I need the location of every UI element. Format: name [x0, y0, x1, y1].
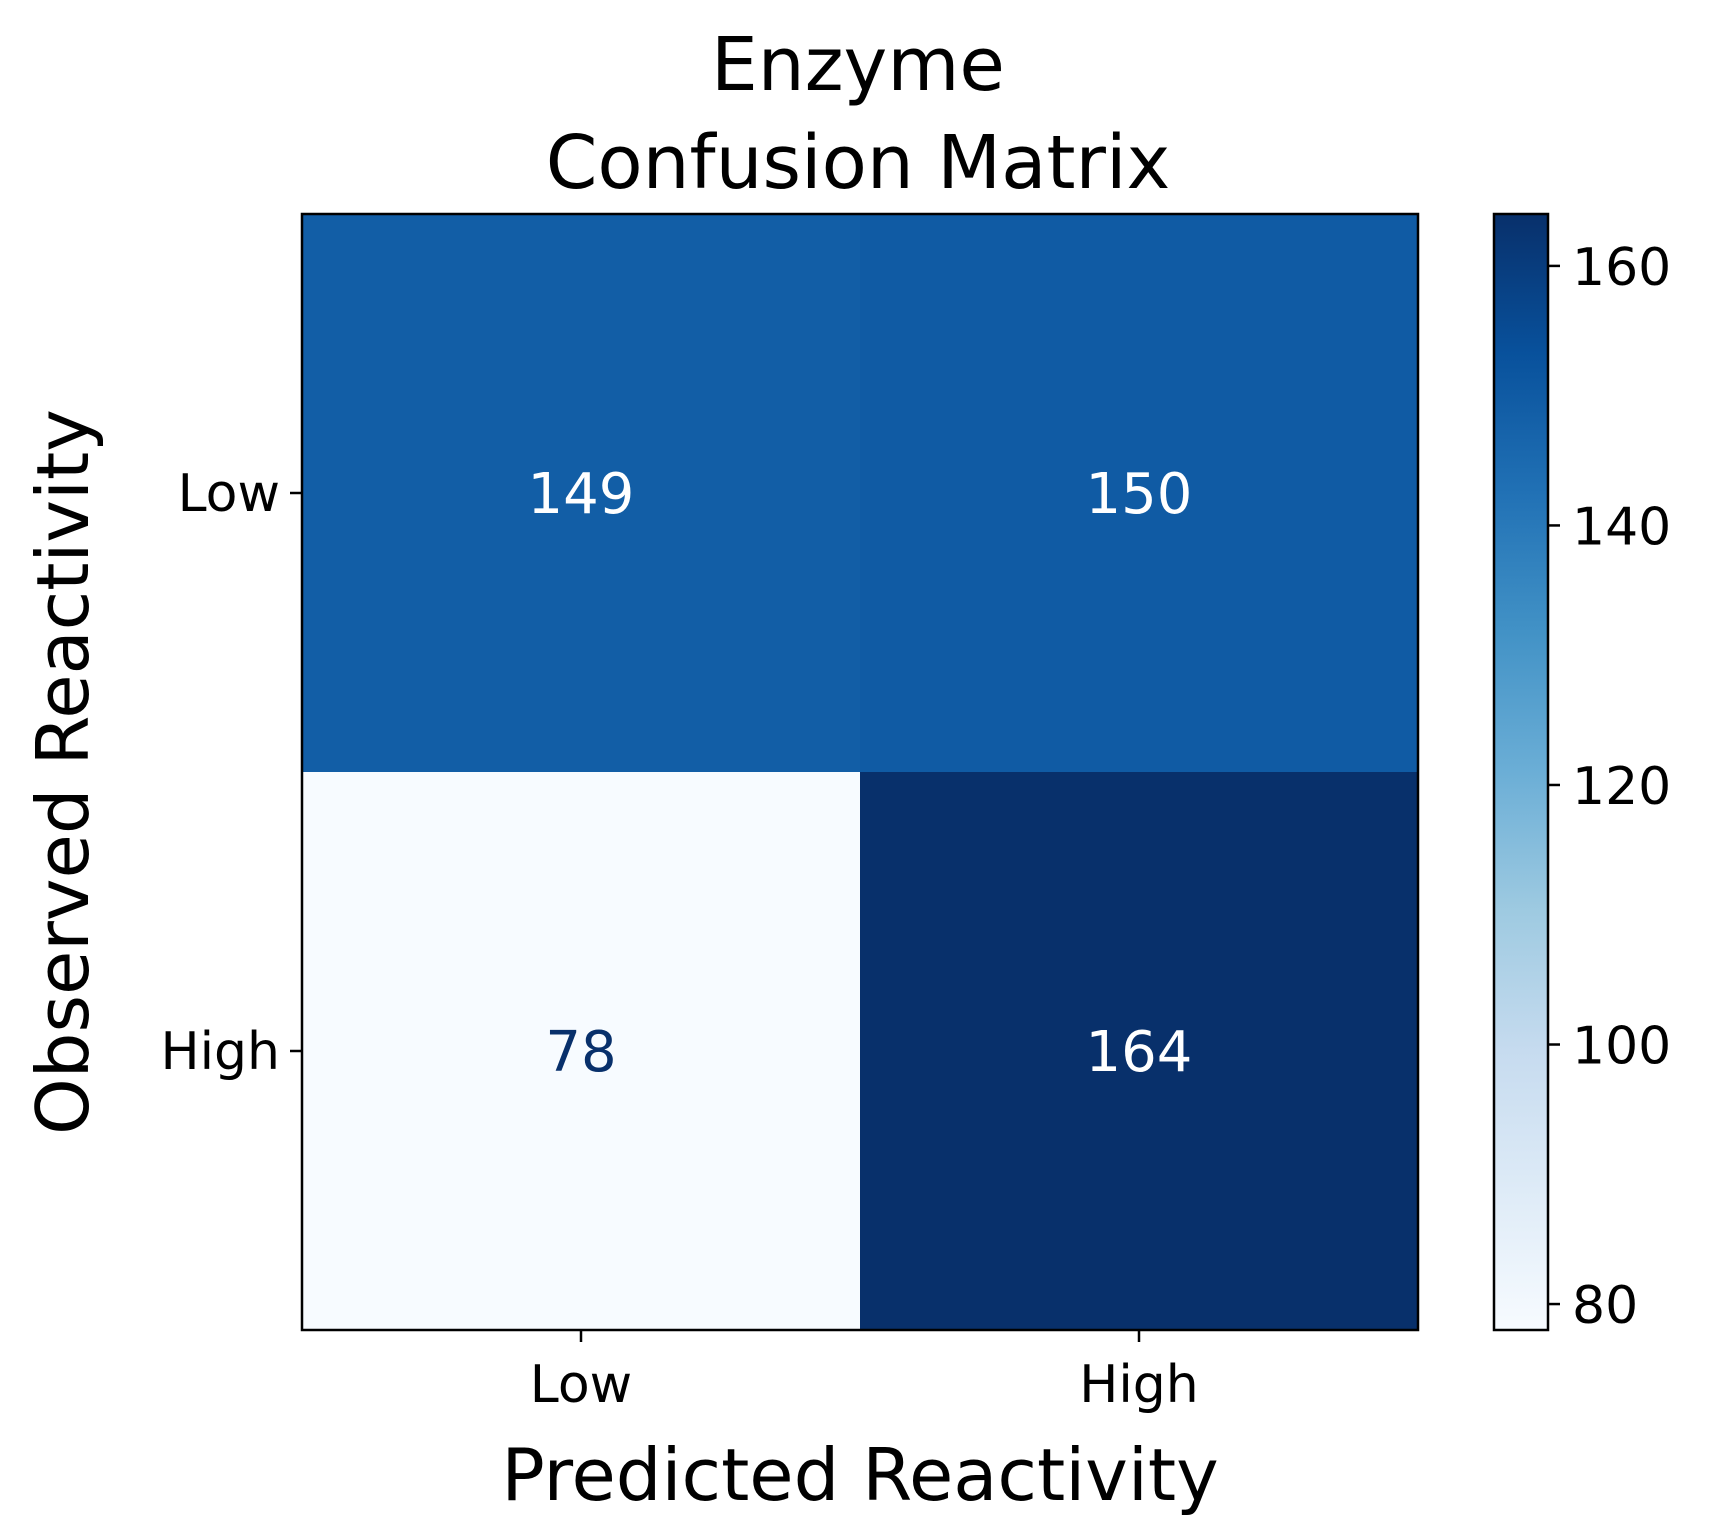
cell-value-label: 149 — [528, 462, 635, 527]
y-tick-label: High — [160, 1022, 280, 1082]
y-axis-label: Observed Reactivity — [21, 409, 105, 1135]
matrix-cell — [302, 214, 860, 772]
x-ticks: Low High — [530, 1330, 1199, 1415]
plot-frame — [300, 212, 1420, 1332]
colorbar — [1492, 212, 1550, 1332]
x-axis-label: Predicted Reactivity — [501, 1433, 1218, 1517]
matrix-cell — [860, 772, 1418, 1330]
cell-value-label: 164 — [1086, 1020, 1193, 1085]
y-ticks: Low High — [160, 464, 302, 1082]
colorbar-ticks: 80 100 120 140 160 — [1548, 238, 1671, 1336]
chart-title-line-1: Enzyme — [711, 22, 1005, 108]
colorbar-tick-label: 160 — [1572, 238, 1671, 298]
colorbar-tick-label: 80 — [1572, 1276, 1638, 1336]
colorbar-tick-label: 120 — [1572, 757, 1671, 817]
x-tick-label: Low — [530, 1355, 632, 1415]
x-tick-label: High — [1079, 1355, 1199, 1415]
matrix-cell — [860, 214, 1418, 772]
colorbar-tick-label: 140 — [1572, 497, 1671, 557]
colorbar-tick-label: 100 — [1572, 1017, 1671, 1077]
matrix-cell — [302, 772, 860, 1330]
cell-value-label: 78 — [545, 1020, 616, 1085]
matrix-cells: 149 150 78 164 — [302, 214, 1418, 1330]
chart-title-line-2: Confusion Matrix — [546, 120, 1171, 206]
cell-value-label: 150 — [1086, 462, 1193, 527]
y-tick-label: Low — [178, 464, 280, 524]
